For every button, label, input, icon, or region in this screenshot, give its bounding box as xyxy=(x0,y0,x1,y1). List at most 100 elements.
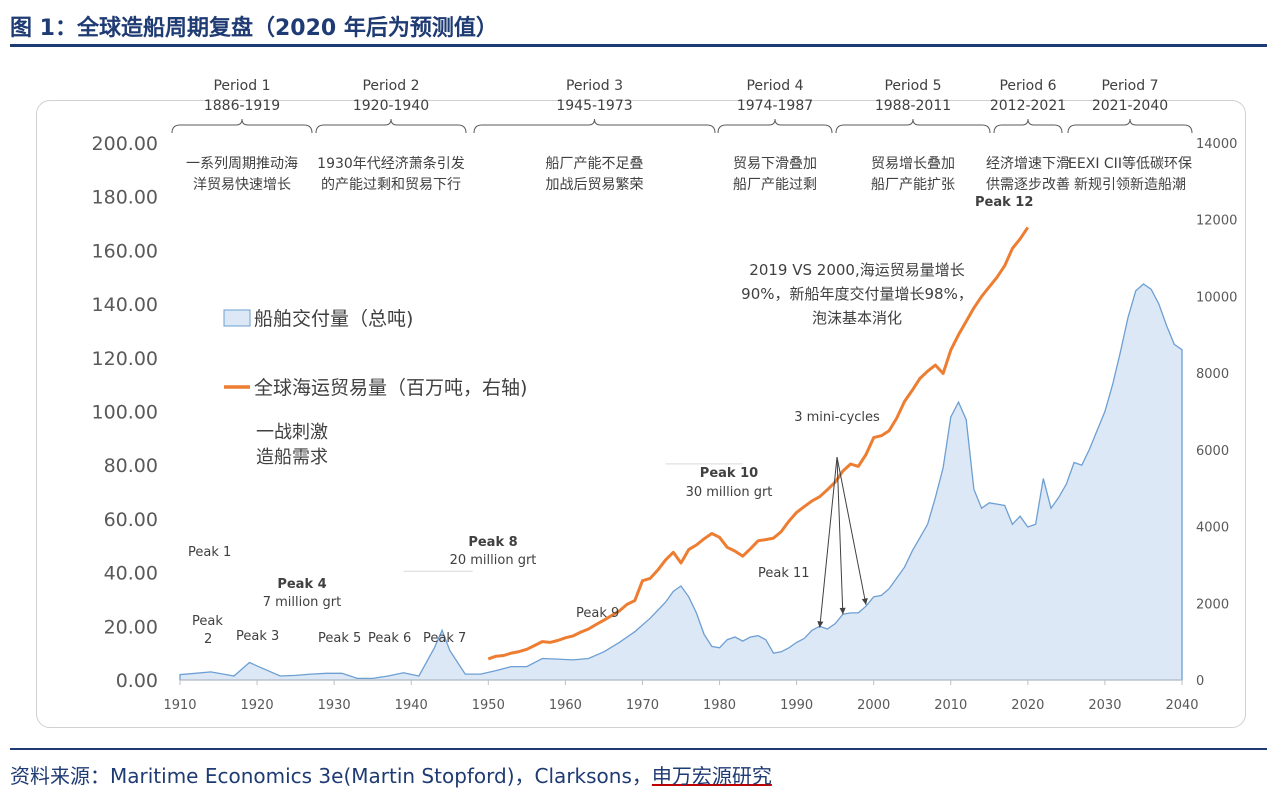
y-right-tick-label: 14000 xyxy=(1196,137,1237,152)
period-description: EEXI CII等低碳环保 xyxy=(1068,155,1192,172)
legend-line-label: 全球海运贸易量（百万吨，右轴) xyxy=(254,377,527,399)
y-right-tick-label: 0 xyxy=(1196,674,1204,689)
x-tick-label: 2020 xyxy=(1011,698,1044,713)
y-left-tick-label: 60.00 xyxy=(104,509,158,531)
period-description: 贸易下滑叠加 xyxy=(733,155,817,172)
y-right-tick-label: 8000 xyxy=(1196,367,1229,382)
peak-label: Peak 8 xyxy=(468,535,517,550)
mini-cycles-label: 3 mini-cycles xyxy=(794,410,880,425)
seaborne-trade-line-layer xyxy=(487,226,1030,661)
legend-area-label: 船舶交付量（总吨) xyxy=(254,308,413,330)
period-brace xyxy=(993,118,1063,134)
period-brace xyxy=(717,118,833,134)
deliveries-area-layer xyxy=(179,283,1183,681)
period-name: Period 5 xyxy=(884,78,941,94)
deliveries-area xyxy=(179,283,1183,681)
mini-cycle-arrowhead xyxy=(861,598,868,605)
y-left-tick-label: 40.00 xyxy=(104,563,158,585)
period-name: Period 6 xyxy=(999,78,1056,94)
period-brace xyxy=(315,118,467,134)
ww1-note: 一战刺激 xyxy=(256,422,328,443)
period-description: 的产能过剩和贸易下行 xyxy=(321,177,461,193)
period-description: 洋贸易快速增长 xyxy=(193,177,291,193)
peak-sublabel: 20 million grt xyxy=(450,553,537,568)
peak-label: Peak 3 xyxy=(236,629,279,644)
peak-label: Peak 7 xyxy=(423,631,466,646)
period-description: 供需逐步改善 xyxy=(986,177,1070,193)
peak-sublabel: 30 million grt xyxy=(686,485,773,500)
source-highlight: 申万宏源研究 xyxy=(651,764,772,788)
y-right-tick-label: 6000 xyxy=(1196,444,1229,459)
y-left-tick-label: 160.00 xyxy=(92,240,158,262)
mini-cycle-arrowhead xyxy=(817,621,824,628)
ww1-note: 造船需求 xyxy=(256,447,328,468)
period-years: 1988-2011 xyxy=(875,98,951,114)
legend-area-swatch xyxy=(223,309,251,327)
period-name: Period 7 xyxy=(1101,78,1158,94)
y-left-tick-label: 80.00 xyxy=(104,455,158,477)
period-brace xyxy=(171,118,313,134)
period-description: 新规引领新造船潮 xyxy=(1074,177,1186,193)
x-tick-label: 2040 xyxy=(1165,698,1198,713)
y-left-tick-label: 180.00 xyxy=(92,187,158,209)
peak-label: Peak 9 xyxy=(576,606,619,621)
period-brace xyxy=(473,118,716,134)
y-right-tick-label: 2000 xyxy=(1196,597,1229,612)
x-tick-label: 1920 xyxy=(241,698,274,713)
peak-label: Peak 6 xyxy=(368,631,411,646)
period-years: 2021-2040 xyxy=(1092,98,1168,114)
period-description: 1930年代经济萧条引发 xyxy=(317,155,465,172)
x-tick-label: 2000 xyxy=(857,698,890,713)
source-prefix: 资料来源：Maritime Economics 3e(Martin Stopfo… xyxy=(10,764,652,788)
period-name: Period 1 xyxy=(213,78,270,94)
x-tick-label: 2030 xyxy=(1088,698,1121,713)
x-tick-label: 1950 xyxy=(472,698,505,713)
y-left-tick-label: 100.00 xyxy=(92,402,158,424)
peak-label: Peak 1 xyxy=(188,545,231,560)
period-description: 贸易增长叠加 xyxy=(871,156,955,172)
axes-layer: 1910 1920 1930 1940 1950 1960 1970 1980 1990 2000… xyxy=(92,133,1238,713)
title-divider xyxy=(10,44,1267,47)
x-tick-label: 1990 xyxy=(780,698,813,713)
source-note: 资料来源：Maritime Economics 3e(Martin Stopfo… xyxy=(10,760,772,789)
peak-label: Peak 4 xyxy=(277,577,326,592)
seaborne-trade-line xyxy=(487,226,1030,661)
peak-label: Peak 12 xyxy=(975,195,1033,210)
y-left-tick-label: 0.00 xyxy=(116,670,158,692)
period-name: Period 2 xyxy=(362,78,419,94)
peak-label: Peak 10 xyxy=(700,466,758,481)
period-description: 一系列周期推动海 xyxy=(186,156,298,172)
period-description: 船厂产能扩张 xyxy=(871,177,955,193)
x-tick-label: 1960 xyxy=(549,698,582,713)
period-brace xyxy=(1067,118,1193,134)
period-years: 1974-1987 xyxy=(737,98,813,114)
period-brace xyxy=(835,118,991,134)
mini-cycle-arrow xyxy=(819,456,838,628)
period-years: 1886-1919 xyxy=(204,98,280,114)
peak-sublabel: 7 million grt xyxy=(263,595,342,610)
y-left-tick-label: 140.00 xyxy=(92,294,158,316)
y-right-tick-label: 4000 xyxy=(1196,521,1229,536)
period-name: Period 4 xyxy=(746,78,803,94)
x-tick-label: 1980 xyxy=(703,698,736,713)
x-tick-label: 1970 xyxy=(626,698,659,713)
mini-cycle-arrow xyxy=(836,456,844,615)
x-tick-label: 1940 xyxy=(395,698,428,713)
x-tick-label: 1910 xyxy=(163,698,196,713)
mini-cycle-arrow xyxy=(836,456,867,605)
x-tick-label: 2010 xyxy=(934,698,967,713)
note-2019: 90%，新船年度交付量增长98%， xyxy=(741,285,973,303)
y-left-tick-label: 20.00 xyxy=(104,616,158,638)
period-description: 经济增速下滑 xyxy=(986,155,1070,172)
x-tick-label: 1930 xyxy=(318,698,351,713)
legend-layer: 船舶交付量（总吨) 全球海运贸易量（百万吨，右轴) xyxy=(223,308,527,399)
chart-frame xyxy=(36,100,1246,728)
y-right-tick-label: 10000 xyxy=(1196,290,1237,305)
period-years: 1920-1940 xyxy=(353,98,429,114)
period-years: 1945-1973 xyxy=(556,98,632,114)
period-description: 船厂产能过剩 xyxy=(733,177,817,193)
peak-label: Peak 11 xyxy=(758,566,810,581)
